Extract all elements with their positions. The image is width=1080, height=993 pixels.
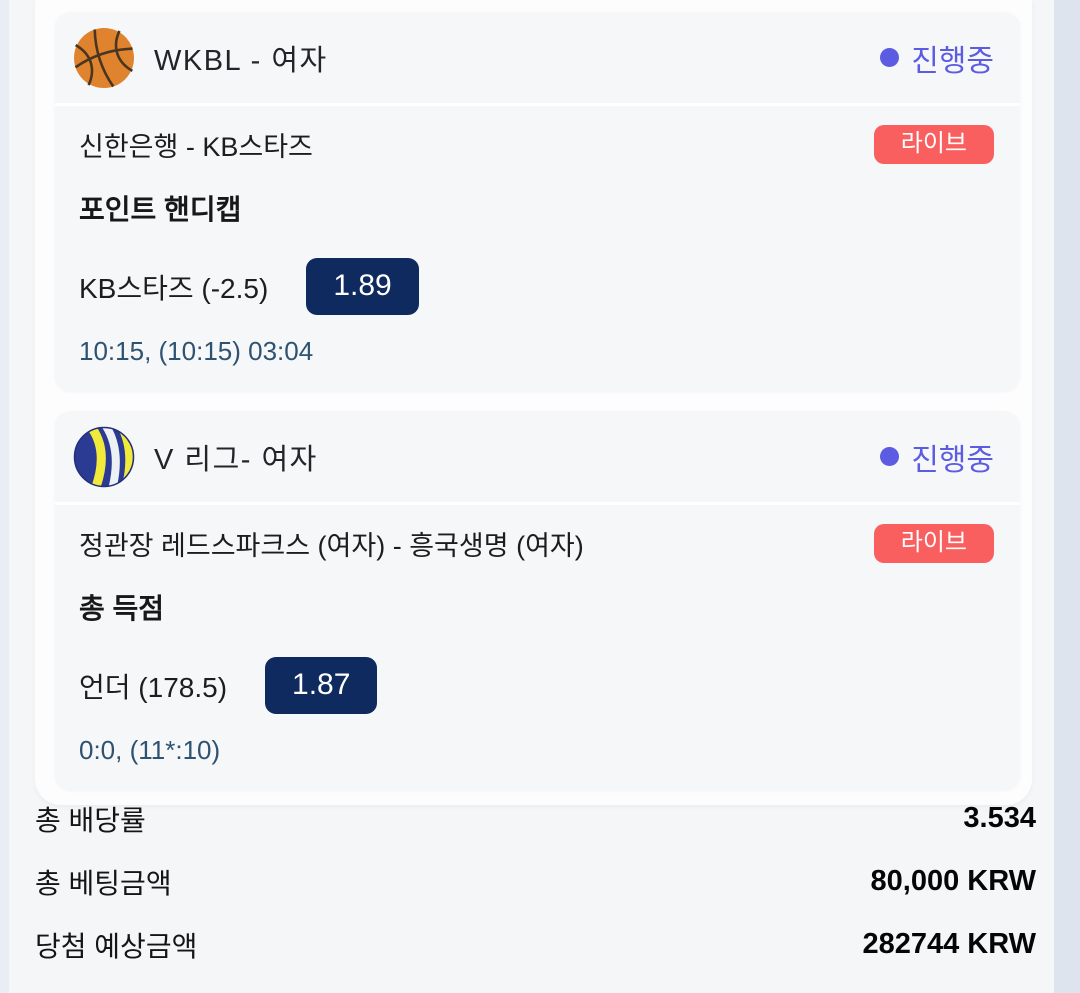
bet-cards-container: WKBL - 여자 진행중 신한은행 - KB스타즈 라이브 포인트 핸디캡 K…	[35, 0, 1032, 805]
status-label: 진행중	[911, 443, 994, 477]
volleyball-icon	[72, 425, 136, 489]
bet-card: WKBL - 여자 진행중 신한은행 - KB스타즈 라이브 포인트 핸디캡 K…	[55, 12, 1020, 391]
status-dot-icon	[880, 48, 900, 67]
match-time: 10:15, (10:15) 03:04	[79, 336, 314, 366]
card-body: 신한은행 - KB스타즈 라이브 포인트 핸디캡 KB스타즈 (-2.5) 1.…	[55, 106, 1020, 391]
live-badge: 라이브	[873, 124, 994, 164]
bet-card: V 리그- 여자 진행중 정관장 레드스파크스 (여자) - 흥국생명 (여자)…	[55, 411, 1020, 790]
selection-label: 언더 (178.5)	[79, 671, 228, 703]
odds-chip[interactable]: 1.89	[306, 258, 419, 315]
basketball-icon	[72, 26, 136, 90]
status-badge: 진행중	[880, 435, 994, 479]
league-title: V 리그- 여자	[154, 443, 318, 476]
selection-label: KB스타즈 (-2.5)	[79, 272, 269, 304]
summary-value: 3.534	[963, 802, 1036, 834]
summary-row: 당첨 예상금액 282744 KRW	[35, 913, 1036, 976]
summary-row: 총 베팅금액 80,000 KRW	[35, 850, 1036, 913]
match-teams: 신한은행 - KB스타즈	[79, 131, 313, 162]
summary-row: 총 배당률 3.534	[35, 787, 1036, 850]
scrollbar[interactable]	[1054, 0, 1080, 993]
summary-value: 282744 KRW	[862, 928, 1036, 960]
status-badge: 진행중	[880, 36, 994, 80]
summary-value: 80,000 KRW	[870, 865, 1037, 897]
odds-chip[interactable]: 1.87	[265, 657, 378, 714]
left-edge-strip	[0, 0, 9, 993]
card-body: 정관장 레드스파크스 (여자) - 흥국생명 (여자) 라이브 총 득점 언더 …	[55, 505, 1020, 790]
summary-label: 총 베팅금액	[35, 867, 172, 899]
market-name: 포인트 핸디캡	[79, 194, 242, 225]
market-name: 총 득점	[79, 593, 165, 624]
card-header: WKBL - 여자 진행중	[55, 12, 1020, 106]
match-teams: 정관장 레드스파크스 (여자) - 흥국생명 (여자)	[79, 530, 584, 561]
status-dot-icon	[880, 447, 900, 466]
status-label: 진행중	[911, 44, 994, 78]
card-header: V 리그- 여자 진행중	[55, 411, 1020, 505]
betslip-summary: 총 배당률 3.534 총 베팅금액 80,000 KRW 당첨 예상금액 28…	[35, 787, 1036, 976]
league-title: WKBL - 여자	[154, 44, 328, 77]
summary-label: 총 배당률	[35, 804, 146, 836]
live-badge: 라이브	[873, 523, 994, 563]
summary-label: 당첨 예상금액	[35, 930, 198, 962]
match-time: 0:0, (11*:10)	[79, 735, 221, 765]
